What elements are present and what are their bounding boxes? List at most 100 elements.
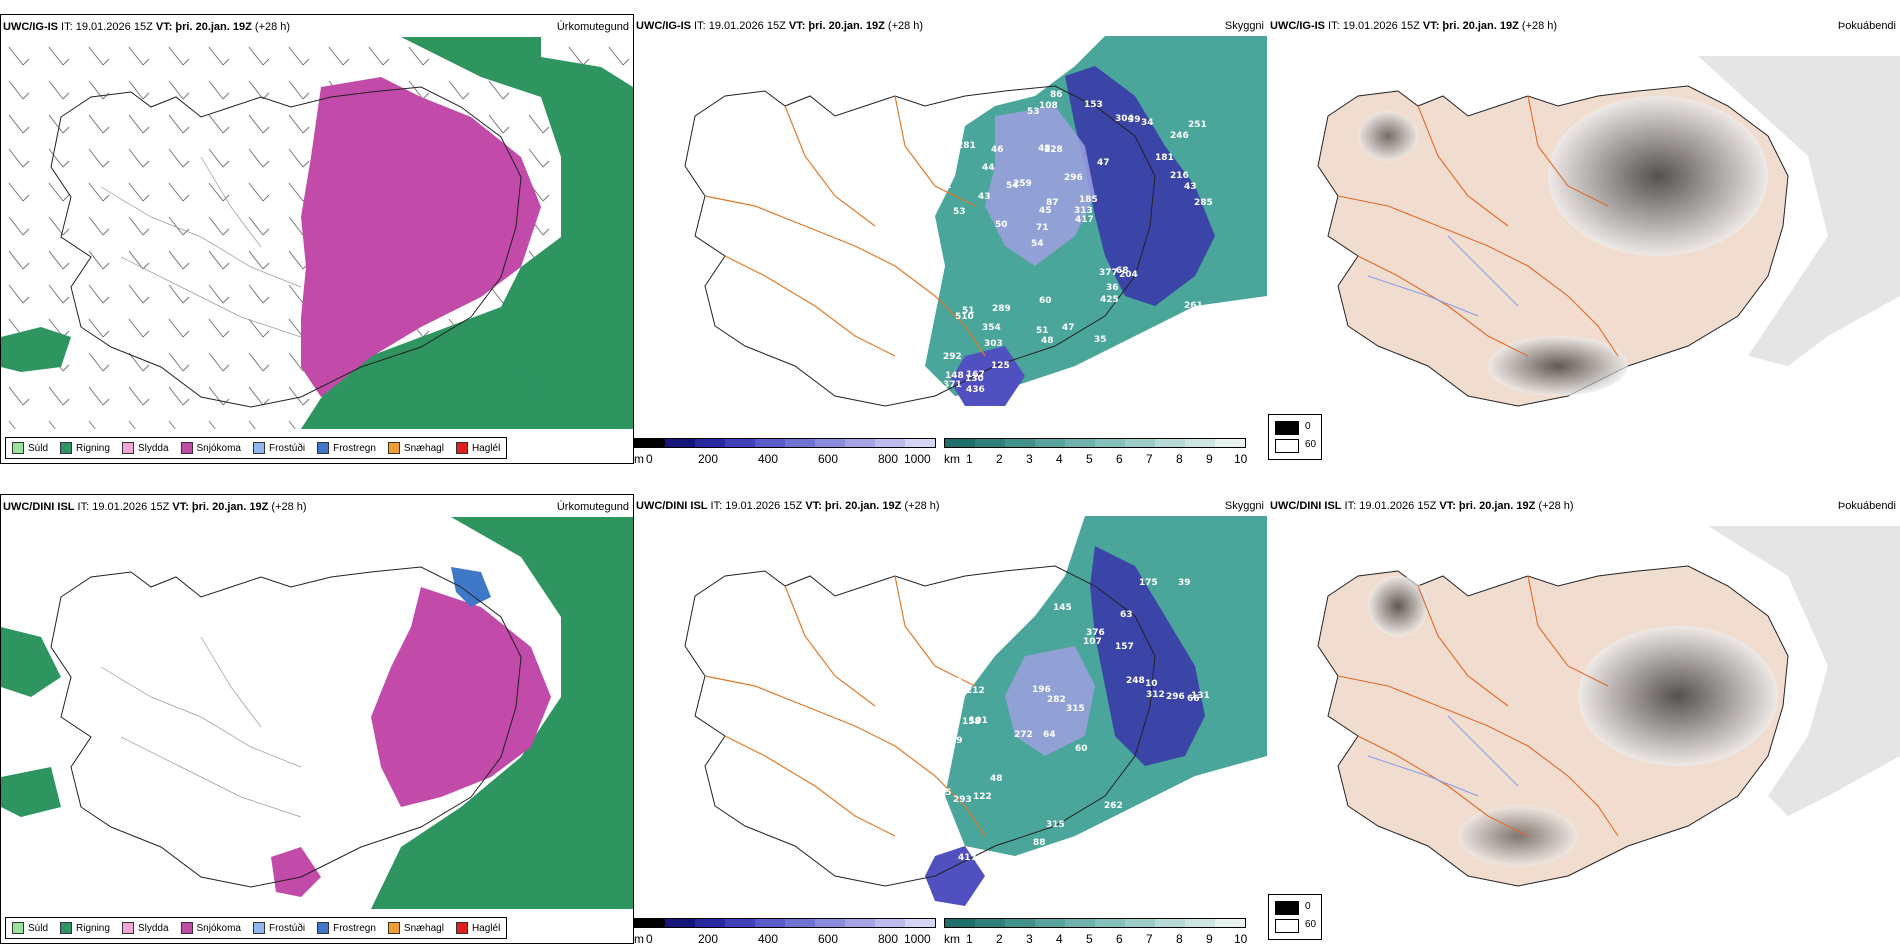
visibility-value-label: 282 — [1047, 695, 1066, 705]
visibility-value-label: 281 — [957, 141, 976, 151]
panel-title: Skyggni — [1224, 20, 1264, 32]
visibility-value-label: 158 — [962, 717, 981, 727]
visibility-value-label: 50 — [995, 220, 1008, 230]
visibility-value-label: 216 — [1170, 171, 1189, 181]
legend-item: Frostúði — [252, 442, 305, 454]
visibility-value-label: 10 — [1145, 679, 1158, 689]
visibility-value-label: 259 — [1013, 179, 1032, 189]
legend-item: Snæhagl — [387, 442, 444, 454]
visibility-value-label: 96 — [1085, 866, 1098, 876]
panel-title: Úrkomutegund — [556, 21, 629, 33]
visibility-value-label: 248 — [1126, 676, 1145, 686]
visibility-value-label: 49 — [950, 736, 963, 746]
visibility-value-label: 246 — [1170, 131, 1189, 141]
visibility-value-label: 107 — [1083, 637, 1102, 647]
visibility-value-label: 95 — [1019, 573, 1032, 583]
fog-index-panel-row1: UWC/IG-IS IT: 19.01.2026 15Z VT: þri. 20… — [1268, 14, 1900, 464]
visibility-value-label: 46 — [991, 145, 1004, 155]
visibility-value-label: 185 — [1079, 195, 1098, 205]
visibility-value-label: 181 — [1155, 153, 1174, 163]
visibility-value-label: 312 — [1146, 690, 1165, 700]
visibility-value-label: 43 — [1152, 818, 1165, 828]
visibility-value-label: 417 — [958, 853, 977, 863]
panel-header: UWC/IG-IS IT: 19.01.2026 15Z VT: þri. 20… — [1270, 20, 1558, 32]
visibility-value-label: 71 — [1036, 223, 1049, 233]
visibility-value-label: 212 — [966, 686, 985, 696]
visibility-value-label: 315 — [1046, 820, 1065, 830]
visibility-labels: 182 53 246 54 47 167 48 296 51 259 292 303 228 185 204… — [939, 90, 1213, 395]
visibility-value-label: 66 — [1187, 694, 1200, 704]
visibility-value-label: 143 — [1145, 365, 1164, 375]
legend-item: Snæhagl — [387, 922, 444, 934]
visibility-value-label: 182 — [1166, 365, 1185, 375]
visibility-value-label: 186 — [956, 673, 975, 683]
visibility-value-label: 131 — [1191, 691, 1210, 701]
legend-item: Súld — [12, 442, 48, 454]
panel-title: Þokuábendi — [1837, 20, 1896, 32]
visibility-value-label: 47 — [1062, 323, 1075, 333]
visibility-value-label: 89 — [949, 618, 962, 628]
legend-item: Súld — [12, 922, 48, 934]
visibility-value-label: 293 — [953, 795, 972, 805]
legend-item: Frostregn — [317, 922, 376, 934]
visibility-value-label: 53 — [953, 207, 966, 217]
precip-type-panel-row2: UWC/DINI ISL IT: 19.01.2026 15Z VT: þri.… — [0, 494, 634, 944]
visibility-value-label: 35 — [1094, 335, 1107, 345]
visibility-value-label: 304 — [1115, 114, 1134, 124]
visibility-value-label: 377 — [1099, 268, 1118, 278]
visibility-value-label: 51 — [962, 306, 975, 316]
visibility-value-label: 354 — [982, 323, 1001, 333]
visibility-value-label: 87 — [1046, 198, 1059, 208]
visibility-value-label: 54 — [1006, 181, 1019, 191]
legend-item: Snjókoma — [180, 922, 241, 934]
precip-legend: Súld Rigning Slydda Snjókoma Frostúði Fr… — [5, 917, 508, 939]
panel-header: UWC/DINI ISL IT: 19.01.2026 15Z VT: þri.… — [3, 501, 307, 513]
visibility-value-label: 43 — [1184, 182, 1197, 192]
visibility-value-label: 48 — [990, 774, 1003, 784]
visibility-panel-row2: UWC/DINI ISL IT: 19.01.2026 15Z VT: þri.… — [634, 494, 1268, 944]
visibility-value-label: 44 — [982, 163, 995, 173]
visibility-value-label: 251 — [1188, 120, 1207, 130]
precip-legend: Súld Rigning Slydda Snjókoma Frostúði Fr… — [5, 437, 508, 459]
height-colorbar: m 0 200 400 600 800 1000 — [634, 438, 944, 464]
visibility-value-label: 47 — [1078, 867, 1091, 877]
visibility-value-label: 289 — [992, 304, 1011, 314]
visibility-value-label: 48 — [1041, 336, 1054, 346]
legend-item: Slydda — [121, 442, 169, 454]
visibility-value-label: 157 — [1115, 642, 1134, 652]
visibility-value-label: 36 — [1106, 283, 1119, 293]
fog-map — [1317, 56, 1900, 407]
visibility-value-label: 272 — [1014, 730, 1033, 740]
panel-title: Þokuábendi — [1837, 500, 1896, 512]
visibility-value-label: 153 — [1084, 100, 1103, 110]
visibility-value-label: 34 — [1141, 118, 1154, 128]
legend-item: Slydda — [121, 922, 169, 934]
visibility-value-label: 261 — [1184, 301, 1203, 311]
visibility-map: 182 53 246 54 47 167 48 296 51 259 292 303 228 185 204… — [684, 36, 1267, 407]
visibility-value-label: 60 — [1039, 296, 1052, 306]
panel-header: UWC/IG-IS IT: 19.01.2026 15Z VT: þri. 20… — [3, 21, 291, 33]
precip-map — [1, 37, 633, 429]
fog-index-panel-row2: UWC/DINI ISL IT: 19.01.2026 15Z VT: þri.… — [1268, 494, 1900, 944]
visibility-value-label: 43 — [978, 192, 991, 202]
visibility-panel-row1: UWC/IG-IS IT: 19.01.2026 15Z VT: þri. 20… — [634, 14, 1268, 464]
height-colorbar: m 0 200 400 600 800 1000 — [634, 918, 944, 944]
visibility-value-label: 130 — [965, 374, 984, 384]
visibility-value-label: 49 — [1148, 822, 1161, 832]
visibility-value-label: 125 — [991, 361, 1010, 371]
panel-header: UWC/IG-IS IT: 19.01.2026 15Z VT: þri. 20… — [636, 20, 924, 32]
fog-scale-key: 0 60 — [1268, 414, 1322, 460]
visibility-value-label: 39 — [1178, 578, 1191, 588]
visibility-value-label: 285 — [1194, 198, 1213, 208]
visibility-value-label: 48 — [1038, 144, 1051, 154]
visibility-value-label: 134 — [1192, 786, 1211, 796]
visibility-value-label: 296 — [1064, 173, 1083, 183]
visibility-value-label: 204 — [1119, 270, 1138, 280]
visibility-value-label: 101 — [969, 716, 988, 726]
fog-scale-key: 0 60 — [1268, 894, 1322, 940]
visibility-value-label: 315 — [1066, 704, 1085, 714]
visibility-value-label: 68 — [1116, 266, 1129, 276]
visibility-value-label: 47 — [1097, 158, 1110, 168]
